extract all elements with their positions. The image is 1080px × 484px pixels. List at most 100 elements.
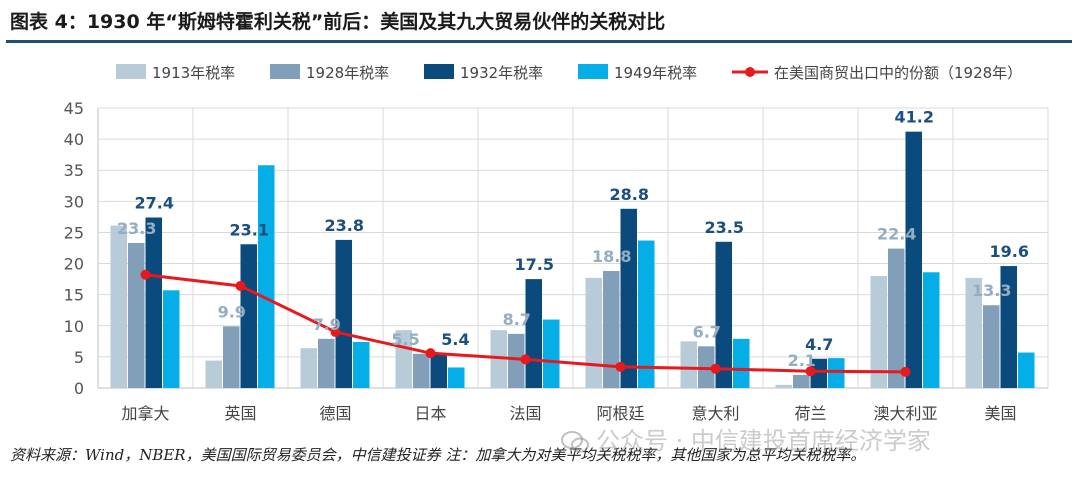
bar — [258, 165, 275, 388]
bar — [923, 272, 940, 388]
bar — [775, 384, 792, 388]
bar — [1018, 352, 1035, 388]
bar — [318, 338, 335, 388]
bar — [905, 131, 922, 388]
legend-label: 1928年税率 — [306, 64, 389, 82]
y-axis: 0 5 10 15 20 25 30 35 40 45 — [64, 99, 99, 398]
watermark: 公众号 · 中信建投首席经济学家 — [560, 424, 931, 458]
x-axis: 加拿大 英国 德国 日本 法国 阿根廷 意大利 荷兰 澳大利亚 美国 — [121, 404, 1016, 423]
bar — [110, 225, 127, 388]
share-line-point — [615, 361, 626, 372]
y-tick-label: 20 — [64, 255, 84, 274]
share-line-point — [805, 366, 816, 377]
chart-bars — [110, 131, 1035, 388]
bar — [353, 341, 370, 388]
data-label: 2.1 — [788, 351, 816, 370]
data-label: 27.4 — [135, 194, 174, 213]
data-label: 5.4 — [441, 330, 469, 349]
data-label: 28.8 — [610, 185, 649, 204]
data-label: 19.6 — [990, 242, 1029, 261]
legend-label: 1949年税率 — [614, 64, 697, 82]
y-tick-label: 10 — [64, 317, 84, 336]
bar — [620, 208, 637, 388]
share-line-point — [520, 354, 531, 365]
data-label: 41.2 — [895, 108, 934, 127]
data-label: 7.9 — [313, 315, 341, 334]
data-label: 13.3 — [972, 281, 1011, 300]
bar — [983, 305, 1000, 388]
data-label: 22.4 — [877, 225, 916, 244]
watermark-text: 公众号 · 中信建投首席经济学家 — [596, 427, 931, 455]
share-line — [140, 269, 911, 377]
bar — [1000, 266, 1017, 388]
bar — [335, 239, 352, 388]
x-tick-label: 日本 — [414, 404, 446, 423]
source-note: 资料来源：Wind，NBER，美国国际贸易委员会，中信建投证券 注：加拿大为对美… — [10, 446, 866, 464]
legend-swatch — [578, 64, 608, 79]
share-line-point — [900, 366, 911, 377]
share-line-point — [140, 269, 151, 280]
bar — [585, 277, 602, 388]
bar — [543, 319, 560, 388]
title-rule — [6, 40, 1072, 43]
bar — [870, 276, 887, 388]
y-tick-label: 25 — [64, 223, 84, 242]
y-tick-label: 45 — [64, 99, 84, 118]
data-label: 4.7 — [805, 335, 833, 354]
legend-swatch — [270, 64, 300, 79]
x-tick-label: 澳大利亚 — [873, 404, 937, 423]
y-tick-label: 15 — [64, 286, 84, 305]
bar — [810, 358, 827, 388]
bar — [163, 290, 180, 388]
wechat-icon — [561, 431, 589, 453]
data-label: 23.3 — [117, 219, 156, 238]
data-label: 6.7 — [693, 322, 721, 341]
share-line-point — [425, 348, 436, 359]
y-tick-label: 5 — [74, 348, 84, 367]
bar — [205, 360, 222, 388]
legend-swatch — [116, 64, 146, 79]
data-label: 18.8 — [592, 247, 631, 266]
legend-label: 1932年税率 — [460, 64, 543, 82]
bar — [525, 279, 542, 388]
data-label: 23.1 — [230, 220, 269, 239]
x-tick-label: 意大利 — [691, 404, 739, 423]
x-tick-label: 英国 — [224, 404, 256, 423]
bar — [733, 338, 750, 388]
x-tick-label: 德国 — [319, 404, 351, 423]
y-tick-label: 35 — [64, 161, 84, 180]
x-tick-label: 法国 — [509, 404, 541, 423]
bar — [128, 243, 145, 388]
bar — [300, 348, 317, 388]
bar-line-chart: 1913年税率 1928年税率 1932年税率 1949年税率 在美国商贸出口中的份额（… — [64, 64, 1049, 423]
chart-legend: 1913年税率 1928年税率 1932年税率 1949年税率 在美国商贸出口中的份额（… — [116, 64, 1022, 82]
bar — [888, 248, 905, 388]
bar — [413, 353, 430, 388]
share-line-point — [235, 280, 246, 291]
bar — [793, 374, 810, 388]
bar — [603, 271, 620, 388]
data-labels: 23.3 9.9 7.9 5.5 8.7 18.8 6.7 2.1 22.4 13.3 27.4 23… — [117, 108, 1029, 370]
bar — [965, 277, 982, 388]
y-tick-label: 30 — [64, 192, 84, 211]
x-tick-label: 阿根廷 — [596, 404, 644, 423]
data-label: 8.7 — [503, 310, 531, 329]
y-tick-label: 0 — [74, 379, 84, 398]
y-tick-label: 40 — [64, 130, 84, 149]
x-tick-label: 荷兰 — [794, 404, 826, 423]
legend-label: 1913年税率 — [152, 64, 235, 82]
bar — [508, 333, 525, 388]
data-label: 9.9 — [218, 302, 246, 321]
bar — [145, 217, 162, 388]
bar — [223, 326, 240, 388]
legend-line-marker — [745, 67, 755, 77]
bar — [395, 330, 412, 388]
page-title: 图表 4：1930 年“斯姆特霍利关税”前后：美国及其九大贸易伙伴的关税对比 — [10, 11, 666, 33]
bar — [638, 240, 655, 388]
share-line-point — [330, 327, 341, 337]
bar — [828, 358, 845, 388]
data-label: 17.5 — [515, 255, 554, 274]
x-tick-label: 加拿大 — [121, 404, 169, 423]
bar — [448, 367, 465, 388]
data-label: 23.5 — [705, 218, 744, 237]
